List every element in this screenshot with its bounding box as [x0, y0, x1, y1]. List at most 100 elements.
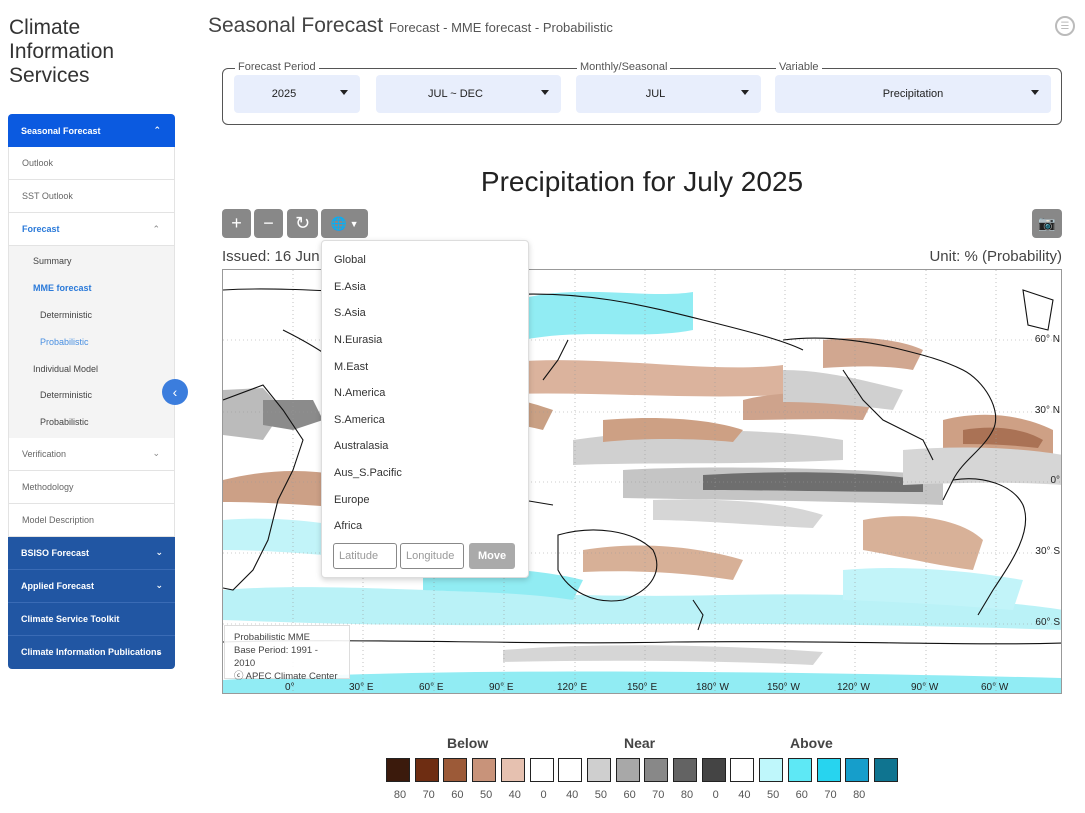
period-select[interactable]: JUL ~ DEC [376, 75, 561, 113]
sidebar-item-mme-deterministic[interactable]: Deterministic [40, 309, 93, 320]
legend-swatch [701, 758, 726, 782]
longitude-input[interactable]: Longitude [400, 543, 464, 569]
region-option-europe[interactable]: Europe [334, 494, 370, 506]
sidebar-item-publications[interactable]: Climate Information Publications ⌄ [8, 635, 175, 669]
map-info-box: Probabilistic MME Base Period: 1991 - 20… [224, 625, 350, 682]
region-option-n-america[interactable]: N.America [334, 387, 386, 399]
lon-label: 120° W [837, 682, 870, 693]
region-option-aus-s-pacific[interactable]: Aus_S.Pacific [334, 467, 402, 479]
region-option-australasia[interactable]: Australasia [334, 440, 389, 452]
chevron-up-icon: ⌃ [152, 223, 160, 234]
chevron-down-icon: ⌄ [155, 646, 164, 657]
sidebar-item-label: Climate Information Publications [21, 647, 162, 658]
move-button[interactable]: Move [469, 543, 515, 569]
sidebar-item-label: Climate Service Toolkit [21, 613, 120, 624]
legend-above-heading: Above [790, 735, 833, 751]
reset-button[interactable]: ↻ [287, 209, 318, 238]
sidebar-item-verification[interactable]: Verification ⌄ [8, 437, 175, 471]
sidebar-item-indiv-probabilistic[interactable]: Probabilistic [40, 417, 89, 428]
legend-value: 80 [853, 789, 866, 801]
sidebar-item-label: Model Description [22, 514, 95, 525]
lat-label: 30° S [1035, 546, 1060, 557]
sidebar-item-forecast[interactable]: Forecast ⌃ [8, 213, 175, 246]
graticule [223, 270, 1061, 693]
plus-icon: + [231, 213, 242, 233]
legend-value: 0 [540, 789, 547, 801]
brand-title: Climate Information Services [9, 16, 159, 88]
legend-value: 50 [479, 789, 493, 801]
region-option-africa[interactable]: Africa [334, 520, 363, 532]
legend-value: 0 [712, 789, 719, 801]
sidebar-item-applied-forecast[interactable]: Applied Forecast ⌄ [8, 569, 175, 603]
year-select[interactable]: 2025 [234, 75, 360, 113]
region-select-button[interactable]: 🌐 ▼ [321, 209, 368, 238]
lon-label: 60° E [419, 682, 444, 693]
forecast-submenu: Summary MME forecast Deterministic Proba… [8, 246, 175, 438]
chevron-down-icon: ⌄ [152, 448, 160, 459]
issued-date: Issued: 16 Jun [222, 248, 320, 265]
camera-icon: 📷 [1038, 215, 1056, 231]
region-dropdown: Global E.Asia S.Asia N.Eurasia M.East N.… [321, 240, 529, 578]
latitude-input[interactable]: Latitude [333, 543, 397, 569]
legend-value: 70 [824, 789, 837, 801]
legend-swatch [759, 758, 784, 782]
info-line-1: Probabilistic MME [234, 632, 311, 643]
variable-select[interactable]: Precipitation [775, 75, 1051, 113]
sidebar-item-label: Seasonal Forecast [21, 125, 101, 136]
sidebar-item-outlook[interactable]: Outlook [8, 147, 175, 180]
lon-label: 90° E [489, 682, 514, 693]
sidebar-item-label: Applied Forecast [21, 580, 95, 591]
legend-below-heading: Below [447, 735, 489, 751]
lon-label: 180° W [696, 682, 729, 693]
sidebar-item-summary[interactable]: Summary [33, 256, 72, 267]
region-option-m-east[interactable]: M.East [334, 361, 369, 373]
sidebar-item-label: Methodology [22, 481, 74, 492]
caret-down-icon [340, 90, 348, 95]
chevron-left-icon: ‹ [172, 384, 178, 400]
region-option-s-america[interactable]: S.America [334, 414, 385, 426]
zoom-out-button[interactable]: − [254, 209, 283, 238]
legend-swatch [529, 758, 554, 782]
sidebar-item-mme-probabilistic[interactable]: Probabilistic [40, 336, 89, 347]
brand-line-3: Services [9, 64, 90, 87]
lat-label: 60° S [1035, 617, 1060, 628]
sidebar-collapse-button[interactable]: ‹ [162, 379, 188, 405]
lon-label: 150° W [767, 682, 800, 693]
legend-swatch [816, 758, 841, 782]
chevron-down-icon: ⌄ [155, 580, 163, 591]
caret-down-icon: ▼ [349, 218, 359, 229]
sidebar-item-methodology[interactable]: Methodology [8, 470, 175, 504]
legend-value: 80 [393, 789, 407, 801]
sidebar-item-mme-forecast[interactable]: MME forecast [33, 283, 92, 294]
filter-panel: Forecast Period Monthly/Seasonal Variabl… [222, 61, 1062, 125]
brand-line-2: Information [9, 40, 115, 63]
legend-swatch [644, 758, 669, 782]
sidebar-item-climate-service-toolkit[interactable]: Climate Service Toolkit [8, 602, 175, 636]
sidebar-item-indiv-deterministic[interactable]: Deterministic [40, 390, 93, 401]
legend-swatch [730, 758, 755, 782]
sidebar-item-sst-outlook[interactable]: SST Outlook [8, 180, 175, 213]
sidebar-item-label: Outlook [22, 158, 54, 168]
legend-near-heading: Near [624, 735, 656, 751]
region-option-e-asia[interactable]: E.Asia [334, 281, 366, 293]
month-select[interactable]: JUL [576, 75, 761, 113]
region-option-n-eurasia[interactable]: N.Eurasia [334, 334, 383, 346]
chevron-up-icon: ⌃ [153, 125, 161, 135]
lon-label: 60° W [981, 682, 1009, 693]
sidebar-item-seasonal-forecast[interactable]: Seasonal Forecast ⌃ [8, 114, 175, 147]
legend-swatch [443, 758, 468, 782]
region-option-s-asia[interactable]: S.Asia [334, 307, 366, 319]
sidebar-item-individual-model[interactable]: Individual Model [33, 363, 99, 374]
sidebar: Seasonal Forecast ⌃ Outlook SST Outlook … [8, 114, 175, 669]
legend-value: 60 [623, 789, 636, 801]
sidebar-item-bsiso-forecast[interactable]: BSISO Forecast ⌄ [8, 536, 175, 570]
sidebar-item-model-description[interactable]: Model Description [8, 503, 175, 537]
zoom-in-button[interactable]: + [222, 209, 251, 238]
screenshot-button[interactable]: 📷 [1032, 209, 1062, 238]
legend-value: 60 [451, 789, 464, 801]
globe-icon: 🌐 [330, 215, 347, 231]
region-option-global[interactable]: Global [334, 254, 366, 266]
page-breadcrumb: Forecast - MME forecast - Probabilistic [388, 20, 613, 35]
lat-label: 30° N [1034, 405, 1060, 416]
menu-icon[interactable]: ☰ [1055, 16, 1075, 36]
